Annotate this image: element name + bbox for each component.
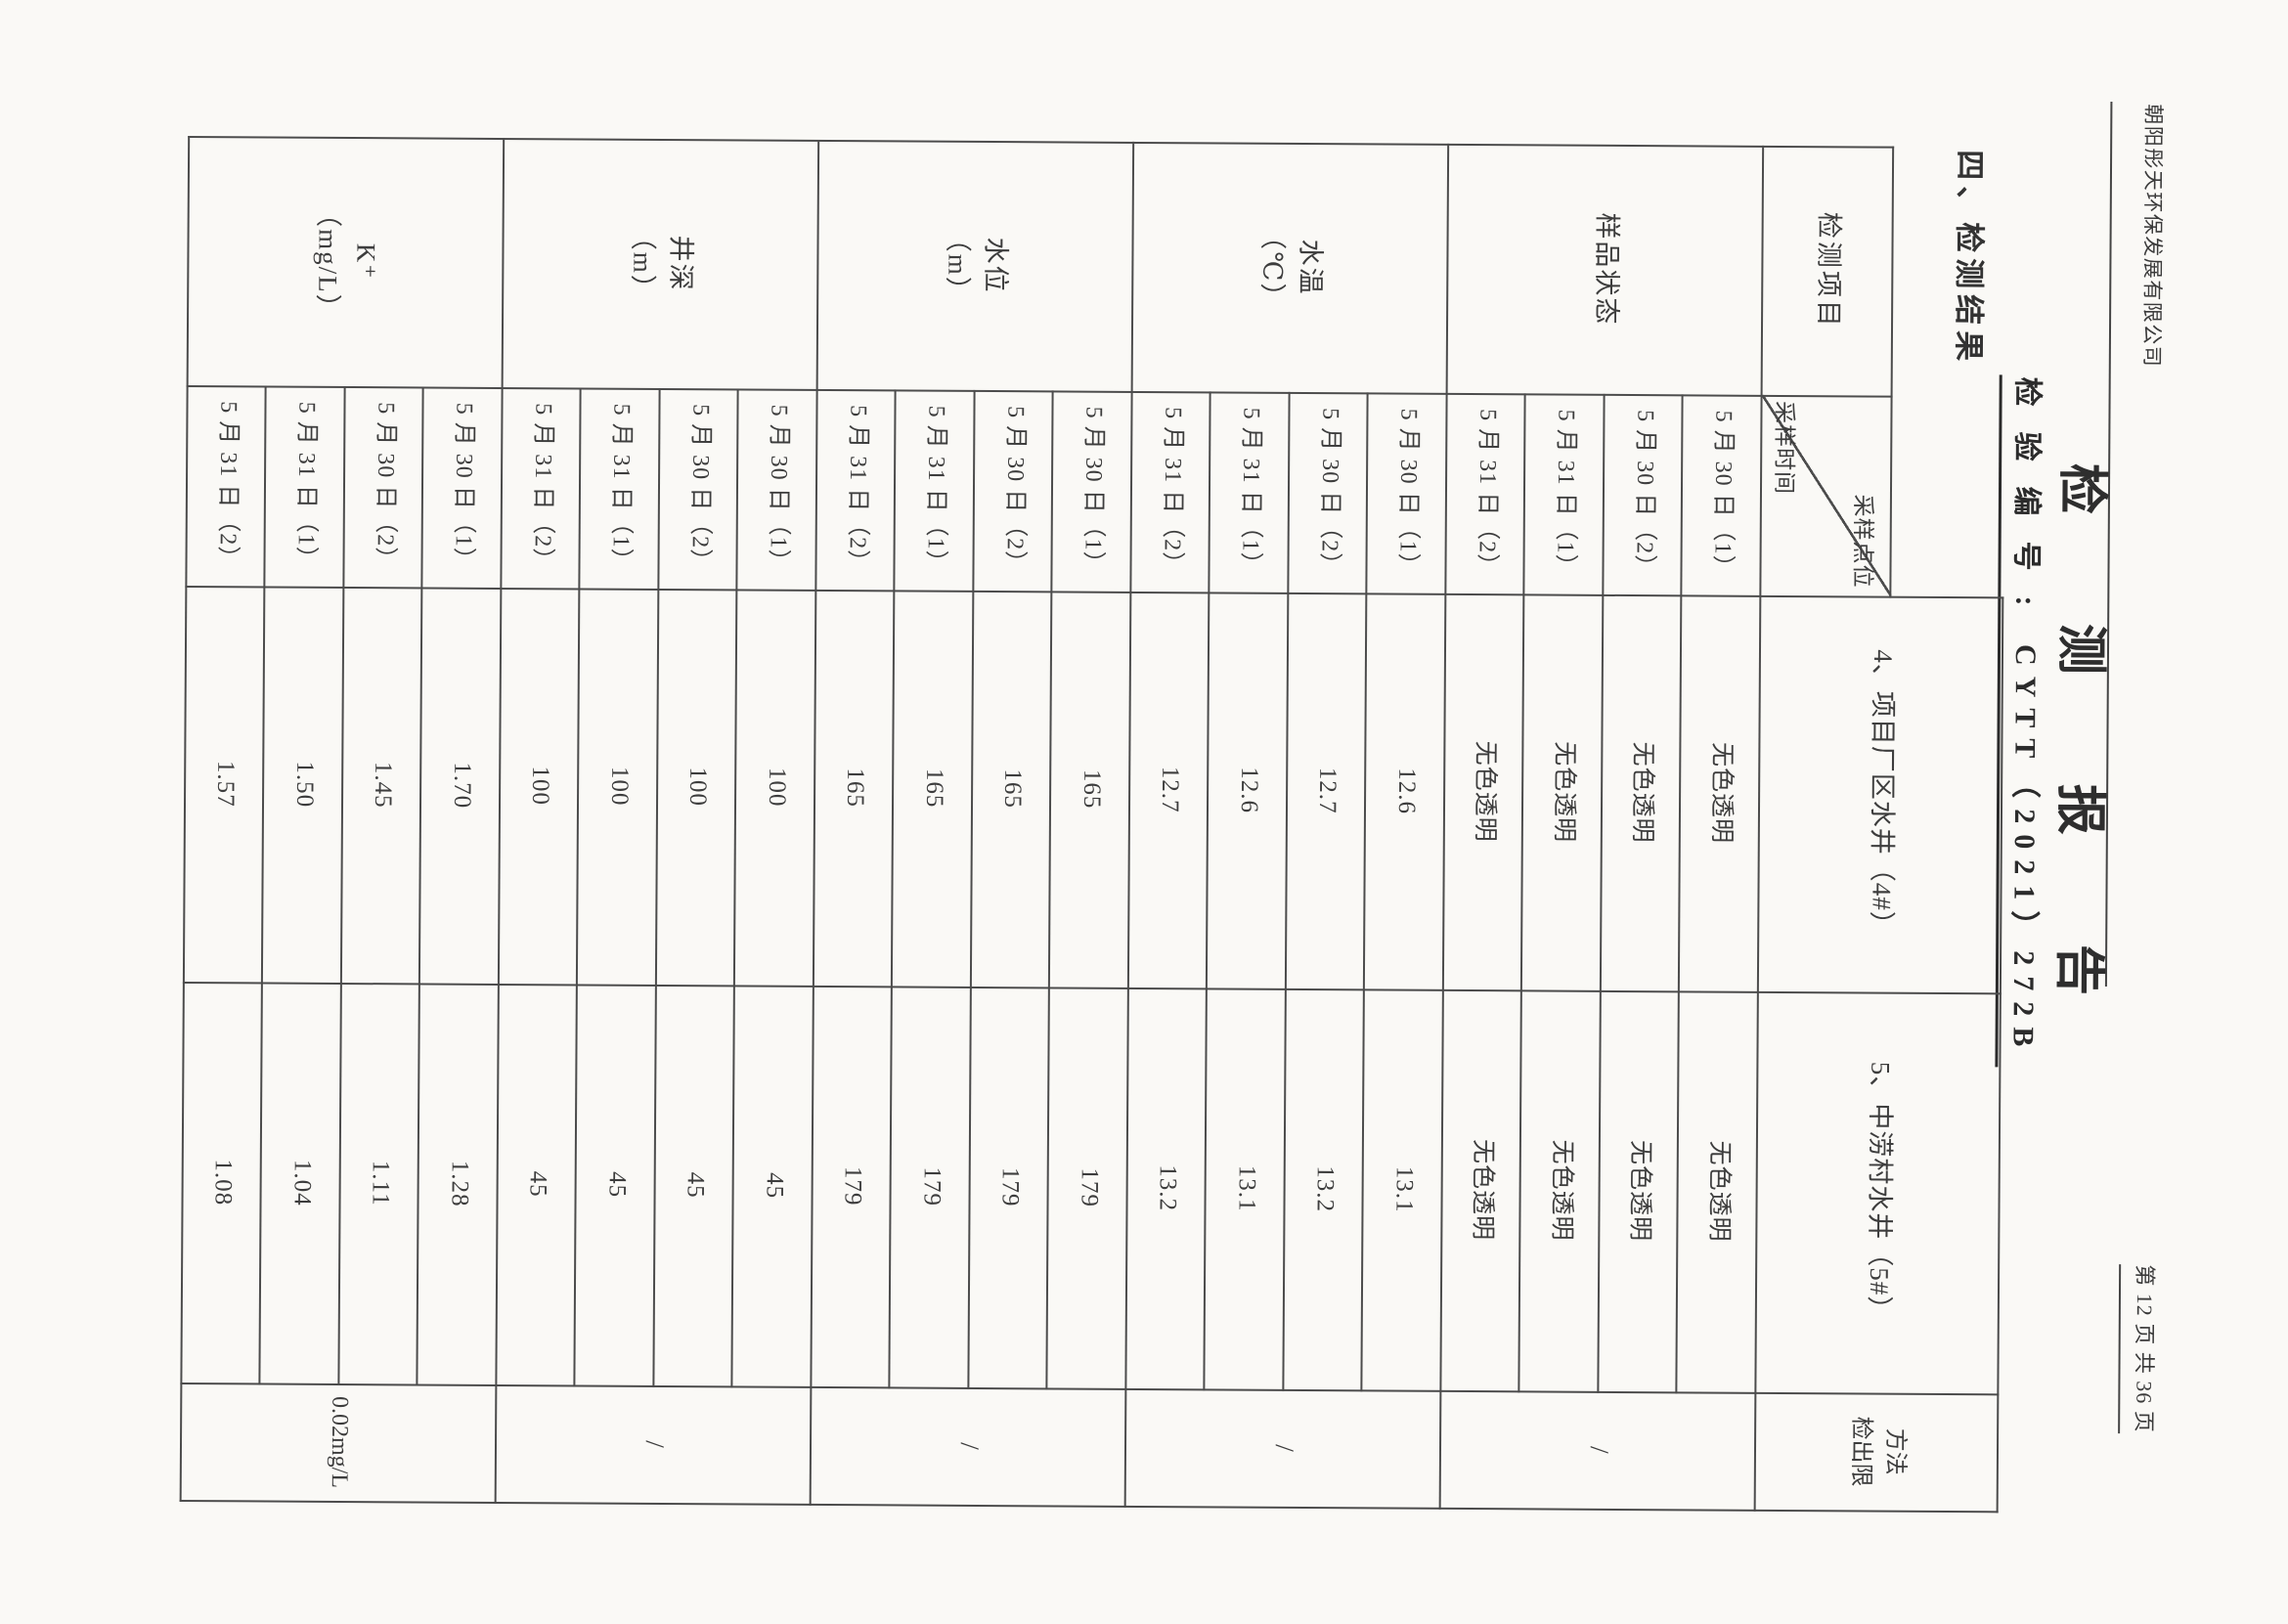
well4-value-cell: 1.50 <box>290 761 319 809</box>
well5-value-cell: 13.2 <box>1311 1165 1340 1213</box>
header-method-limit-line2: 检出限 <box>1847 1416 1874 1487</box>
well5-value-cell: 1.04 <box>288 1159 316 1207</box>
item-cell: 样品状态 <box>1448 144 1765 395</box>
well4-value-cell: 无色透明 <box>1472 740 1499 843</box>
item-label-line: （mg/L） <box>313 200 343 323</box>
item-cell: 水温 （℃） <box>1133 142 1450 393</box>
well4-value-cell: 12.6 <box>1235 767 1263 814</box>
sampling-time-cell: 5 月 30 日（1） <box>1709 410 1737 580</box>
well5-value-cell: 179 <box>918 1166 946 1207</box>
sampling-time-cell: 5 月 31 日（1） <box>292 401 320 571</box>
item-label-line: （℃） <box>1257 223 1288 312</box>
sampling-time-cell: 5 月 30 日（1） <box>1394 408 1422 578</box>
sampling-time-cell: 5 月 31 日（2） <box>844 405 871 575</box>
item-cell: K⁺ （mg/L） <box>189 136 506 387</box>
item-label-line: K⁺ <box>351 242 381 281</box>
sampling-time-cell: 5 月 30 日（2） <box>1001 406 1029 576</box>
sampling-time-cell: 5 月 31 日（2） <box>1159 407 1186 577</box>
sampling-time-cell: 5 月 31 日（1） <box>1552 409 1579 579</box>
item-label-line: 井深 <box>666 235 696 292</box>
well4-value-cell: 1.57 <box>212 760 240 808</box>
sampling-time-cell: 5 月 30 日（2） <box>1631 410 1658 580</box>
limit-cell: / <box>954 1442 985 1450</box>
header-diagonal-cell: 采样点位 采样时间 <box>1761 394 1893 596</box>
well4-value-cell: 100 <box>605 766 634 807</box>
sampling-time-cell: 5 月 31 日（1） <box>1237 407 1264 577</box>
limit-cell: 0.02mg/L <box>327 1395 353 1489</box>
sampling-time-cell: 5 月 31 日（1） <box>607 403 635 573</box>
well4-value-cell: 无色透明 <box>1629 741 1656 844</box>
well5-value-cell: 179 <box>839 1165 867 1207</box>
header-item-label: 检测项目 <box>1814 211 1844 329</box>
sampling-time-cell: 5 月 30 日（2） <box>1316 408 1343 578</box>
well5-value-cell: 13.1 <box>1233 1164 1260 1212</box>
well4-value-cell: 12.6 <box>1392 768 1421 815</box>
well4-value-cell: 165 <box>920 768 948 809</box>
limit-cell: / <box>1584 1445 1614 1454</box>
well4-value-cell: 165 <box>999 768 1027 810</box>
item-label-line: 样品状态 <box>1591 212 1622 327</box>
well5-value-cell: 无色透明 <box>1626 1140 1654 1243</box>
well4-value-cell: 100 <box>684 767 712 808</box>
sampling-time-cell: 5 月 30 日（2） <box>686 404 714 574</box>
header-method-limit-line1: 方法 <box>1881 1427 1908 1475</box>
header-well4: 4、项目厂区水井（4#） <box>1866 649 1898 939</box>
sampling-time-cell: 5 月 30 日（1） <box>1079 406 1107 576</box>
sampling-time-cell: 5 月 31 日（2） <box>1474 409 1501 579</box>
sampling-time-cell: 5 月 31 日（1） <box>922 405 949 575</box>
well5-value-cell: 179 <box>1076 1167 1103 1207</box>
item-label-line: （m） <box>943 225 973 305</box>
sampling-time-cell: 5 月 30 日（1） <box>450 402 477 572</box>
sampling-time-cell: 5 月 30 日（1） <box>765 404 792 574</box>
diagonal-sampling-time-label: 采样时间 <box>1771 400 1797 496</box>
well4-value-cell: 12.7 <box>1157 766 1184 813</box>
well5-value-cell: 45 <box>682 1171 710 1199</box>
limit-cell: / <box>639 1440 670 1448</box>
well5-value-cell: 1.11 <box>367 1160 395 1207</box>
sampling-time-cell: 5 月 30 日（2） <box>372 402 399 572</box>
well5-value-cell: 45 <box>603 1171 631 1199</box>
well5-value-cell: 无色透明 <box>1469 1139 1497 1242</box>
header-method-limit: 方法 检出限 <box>1756 1392 2000 1512</box>
item-label-line: （m） <box>628 223 658 303</box>
well4-value-cell: 1.45 <box>370 761 397 809</box>
well5-value-cell: 1.28 <box>446 1160 473 1207</box>
well4-value-cell: 1.70 <box>448 762 476 810</box>
well4-value-cell: 165 <box>842 768 869 809</box>
item-label-line: 水位 <box>981 237 1011 294</box>
sampling-time-cell: 5 月 31 日（2） <box>529 403 556 573</box>
item-label-line: 水温 <box>1296 239 1326 296</box>
well5-value-cell: 13.2 <box>1154 1164 1182 1212</box>
well4-value-cell: 无色透明 <box>1707 742 1736 845</box>
well5-value-cell: 无色透明 <box>1705 1140 1733 1243</box>
well5-value-cell: 无色透明 <box>1548 1139 1575 1242</box>
diagonal-sampling-point-label: 采样点位 <box>1850 494 1875 589</box>
item-cell: 井深 （m） <box>504 138 820 389</box>
header-well5: 5、中涝村水井（5#） <box>1864 1061 1896 1324</box>
well5-value-cell: 179 <box>996 1166 1025 1207</box>
well4-value-cell: 12.7 <box>1314 767 1342 814</box>
well5-value-cell: 13.1 <box>1390 1165 1418 1213</box>
well5-value-cell: 45 <box>524 1170 552 1198</box>
item-cell: 水位 （m） <box>818 140 1135 391</box>
limit-cell: / <box>1269 1444 1299 1452</box>
sampling-time-cell: 5 月 31 日（2） <box>214 401 242 571</box>
well4-value-cell: 165 <box>1078 768 1106 810</box>
well4-value-cell: 100 <box>763 767 791 808</box>
well4-value-cell: 无色透明 <box>1550 741 1578 844</box>
well5-value-cell: 1.08 <box>209 1159 238 1207</box>
well4-value-cell: 100 <box>527 766 554 807</box>
well5-value-cell: 45 <box>761 1172 788 1200</box>
